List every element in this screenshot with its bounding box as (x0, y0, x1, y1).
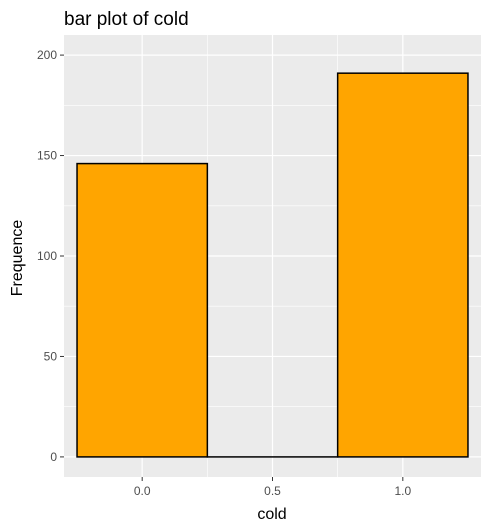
y-tick-label: 200 (37, 48, 57, 62)
x-tick-label: 0.0 (134, 484, 151, 498)
y-tick-label: 0 (50, 450, 57, 464)
x-axis-title: cold (257, 506, 286, 523)
bar (76, 162, 209, 458)
bar (336, 72, 469, 458)
x-axis: 0.0 0.5 1.0 (134, 477, 411, 498)
chart-title: bar plot of cold (64, 9, 189, 30)
bars (76, 72, 469, 458)
x-tick-label: 1.0 (394, 484, 411, 498)
y-tick-label: 50 (44, 349, 58, 363)
x-tick-label: 0.5 (264, 484, 281, 498)
y-tick-label: 100 (37, 249, 57, 263)
y-tick-label: 150 (37, 149, 57, 163)
y-axis: 0 50 100 150 200 (37, 48, 64, 464)
y-axis-title: Frequence (9, 220, 26, 297)
